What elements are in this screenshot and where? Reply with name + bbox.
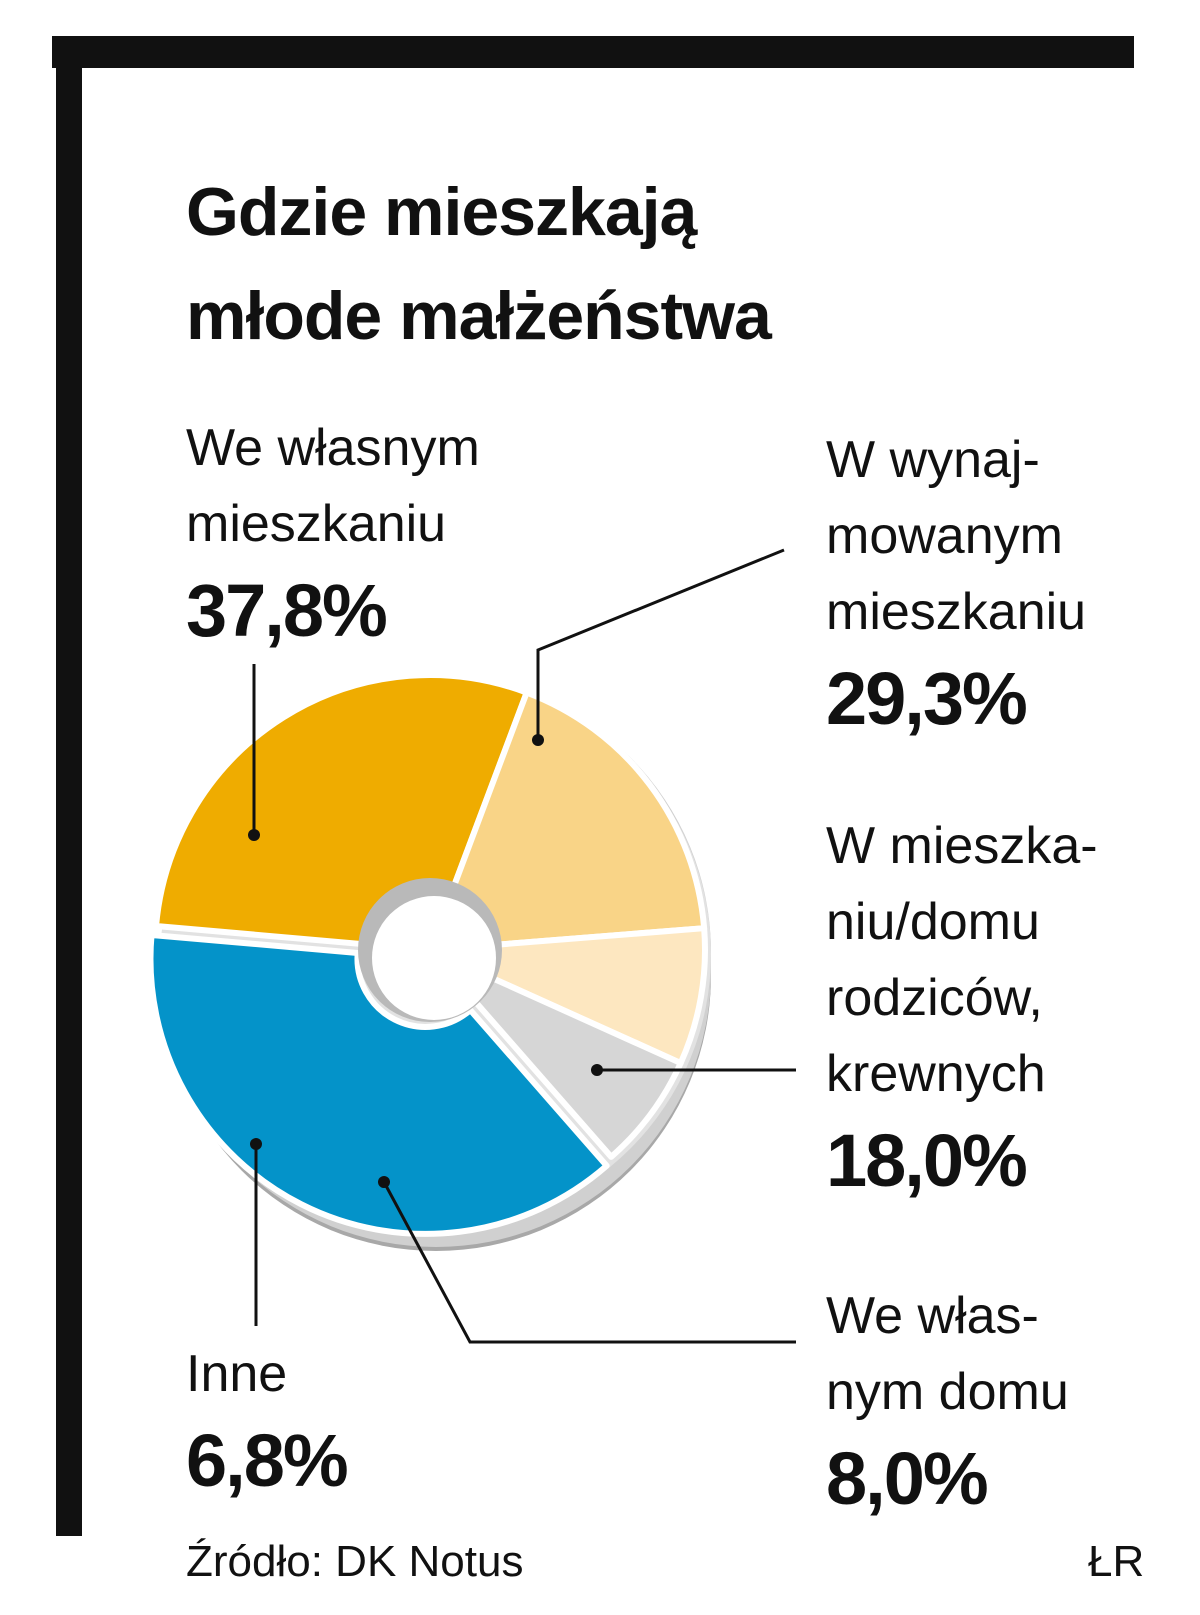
leader-dot [591, 1064, 603, 1076]
value-label: 8,0% [826, 1437, 989, 1520]
donut-hole [372, 896, 496, 1020]
label-text: nym domu [826, 1363, 1069, 1421]
label-text: rodziców, [826, 969, 1043, 1027]
frame-top-rule [52, 36, 1134, 68]
leader-dot [248, 829, 260, 841]
label-text: mowanym [826, 507, 1063, 565]
value-label: 37,8% [186, 569, 388, 652]
label-text: We włas- [826, 1287, 1039, 1345]
pie-slice [147, 931, 610, 1237]
label-own-house: We włas- nym domu 8,0% [826, 1278, 1069, 1524]
chart-title-line: Gdzie mieszkają [186, 174, 697, 250]
leader-dot [378, 1176, 390, 1188]
label-text: W mieszka- [826, 817, 1098, 875]
value-label: 29,3% [826, 657, 1028, 740]
label-text: mieszkaniu [186, 495, 447, 553]
label-text: krewnych [826, 1045, 1046, 1103]
leader-line-rented-flat [536, 548, 785, 740]
frame-left-rule [56, 36, 82, 1536]
value-label: 6,8% [186, 1419, 349, 1502]
label-text: We własnym [186, 419, 480, 477]
leader-dot [532, 734, 544, 746]
leader-dot [250, 1138, 262, 1150]
label-text: Inne [186, 1345, 288, 1403]
source-note: Źródło: DK Notus [186, 1537, 524, 1586]
chart-title: Gdzie mieszkają młode małżeństwa [186, 160, 1086, 368]
label-rented-flat: W wynaj- mowanym mieszkaniu 29,3% [826, 422, 1086, 744]
label-text: W wynaj- [826, 431, 1040, 489]
value-label: 18,0% [826, 1119, 1028, 1202]
label-parents-home: W mieszka- niu/domu rodziców, krewnych 1… [826, 808, 1098, 1206]
author-credit: ŁR [1088, 1537, 1145, 1586]
label-other: Inne 6,8% [186, 1336, 349, 1506]
label-text: mieszkaniu [826, 583, 1087, 641]
label-own-flat: We własnym mieszkaniu 37,8% [186, 410, 480, 656]
leader-line-own-house [382, 1181, 796, 1344]
label-text: niu/domu [826, 893, 1040, 951]
chart-title-line: młode małżeństwa [186, 278, 772, 354]
